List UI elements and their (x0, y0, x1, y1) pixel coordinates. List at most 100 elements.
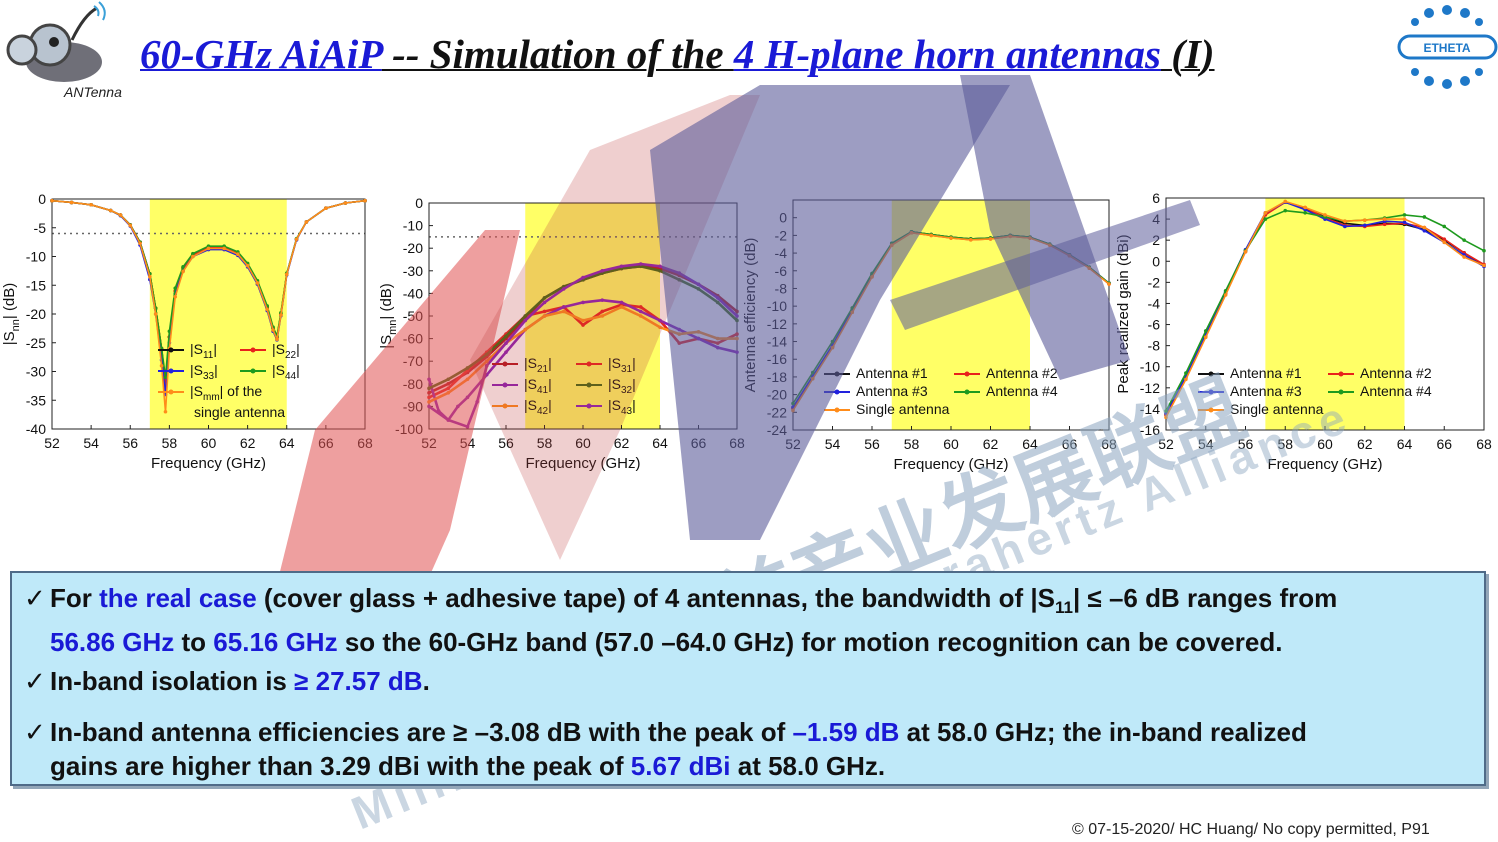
bullet-text: gains are higher than 3.29 dBi with the … (50, 751, 631, 781)
x-tick-label: 60 (1317, 436, 1333, 452)
data-point (465, 395, 470, 400)
notes-box: ✓ For the real case (cover glass + adhesi… (10, 571, 1486, 786)
legend-marker (834, 407, 840, 413)
title-part-4: (I) (1161, 31, 1215, 77)
bullet-highlight: 65.16 GHz (213, 627, 338, 658)
logo-eye-shape (6, 34, 38, 66)
data-point (446, 391, 451, 395)
chart-2: 52 54 56 58 60 62 64 66 68 0 -10 -20 -30 -40 -50 -60 -70… (378, 195, 745, 472)
data-point (830, 339, 835, 344)
data-point (677, 332, 682, 336)
data-point (1362, 223, 1367, 228)
checkmark-icon: ✓ (24, 717, 46, 747)
data-point (600, 298, 605, 302)
bullet-efficiency: ✓ In-band antenna efficiencies are ≥ –3.0… (24, 715, 1307, 783)
x-tick-label: 68 (729, 435, 745, 451)
data-point (294, 237, 299, 242)
x-tick-label: 56 (864, 436, 880, 452)
data-point (148, 274, 152, 279)
title-part-1: 60-GHz AiAiP (140, 31, 382, 77)
data-point (929, 233, 934, 238)
data-point (542, 300, 547, 305)
legend-entry: Antenna #2 (1360, 365, 1432, 381)
data-point (446, 377, 451, 382)
legend-entry: |S32| (608, 376, 636, 396)
x-tick-label: 54 (83, 435, 99, 451)
bullet-text: | ≤ –6 dB ranges from (1072, 583, 1338, 613)
data-point (870, 275, 874, 279)
data-point (284, 272, 289, 277)
data-point (1402, 217, 1407, 221)
y-tick-label: -10 (403, 218, 423, 234)
data-point (504, 350, 508, 354)
y-tick-label: -6 (1148, 317, 1161, 333)
data-point (1107, 282, 1111, 286)
data-point (715, 345, 720, 350)
data-point (1402, 213, 1407, 217)
legend-entry: |S42| (524, 397, 552, 417)
x-tick-label: 62 (983, 436, 999, 452)
data-point (658, 264, 662, 269)
bullet-highlight: –1.59 dB (792, 717, 900, 747)
legend-entry: Single antenna (856, 401, 950, 417)
data-point (1422, 228, 1427, 233)
y-tick-label: -100 (395, 421, 423, 437)
data-point (1283, 208, 1288, 213)
data-point (542, 309, 547, 314)
data-point (181, 265, 185, 269)
data-point (427, 400, 431, 404)
data-point (1067, 253, 1072, 258)
y-tick-label: 4 (1152, 211, 1160, 227)
data-point (427, 386, 431, 391)
data-point (1362, 218, 1367, 222)
data-point (1283, 199, 1288, 204)
data-point (163, 409, 168, 414)
data-point (735, 309, 739, 314)
data-point (1028, 236, 1032, 240)
data-point (271, 328, 275, 332)
bullet-isolation: ✓ In-band isolation is ≥ 27.57 dB. (24, 664, 430, 698)
data-point (1323, 213, 1327, 217)
logo-dots (1411, 5, 1483, 89)
data-point (265, 307, 269, 312)
data-point (638, 309, 643, 314)
bullet-text: at 58.0 GHz; the in-band realized (899, 717, 1307, 747)
bullet-text: In-band isolation is (50, 666, 295, 696)
data-point (561, 305, 566, 309)
y-tick-label: -16 (767, 351, 787, 367)
y-tick-label: -20 (26, 306, 46, 322)
y-tick-label: -10 (767, 298, 787, 314)
data-point (1382, 222, 1387, 227)
data-point (1184, 371, 1188, 375)
bullet-text: at 58.0 GHz. (730, 751, 886, 781)
y-tick-label: 0 (38, 191, 46, 207)
data-point (889, 243, 894, 247)
y-tick-label: -70 (403, 353, 423, 369)
data-point (138, 241, 142, 246)
data-point (1223, 293, 1228, 297)
data-point (504, 334, 508, 339)
x-tick-label: 64 (1397, 436, 1413, 452)
data-point (324, 206, 328, 210)
x-tick-label: 64 (652, 435, 668, 451)
data-point (1462, 255, 1466, 259)
legend-entry: |S33| (190, 362, 218, 382)
legend-marker (502, 361, 508, 367)
legend-entry: |Smm| of the (190, 383, 262, 403)
data-point (1382, 217, 1387, 221)
data-point (363, 198, 367, 203)
y-axis-label: |Smn| (dB) (378, 283, 399, 349)
data-point (638, 314, 643, 318)
data-point (173, 294, 178, 299)
y-tick-label: -2 (775, 227, 788, 243)
y-tick-label: -16 (1140, 422, 1160, 438)
data-point (69, 200, 74, 205)
legend-entry: Antenna #3 (856, 383, 928, 399)
data-point (619, 305, 624, 309)
x-tick-label: 58 (537, 435, 553, 451)
x-tick-label: 68 (1476, 436, 1492, 452)
data-point (1303, 210, 1307, 215)
y-tick-label: 0 (415, 195, 423, 211)
data-point (850, 310, 855, 315)
data-point (581, 300, 585, 305)
